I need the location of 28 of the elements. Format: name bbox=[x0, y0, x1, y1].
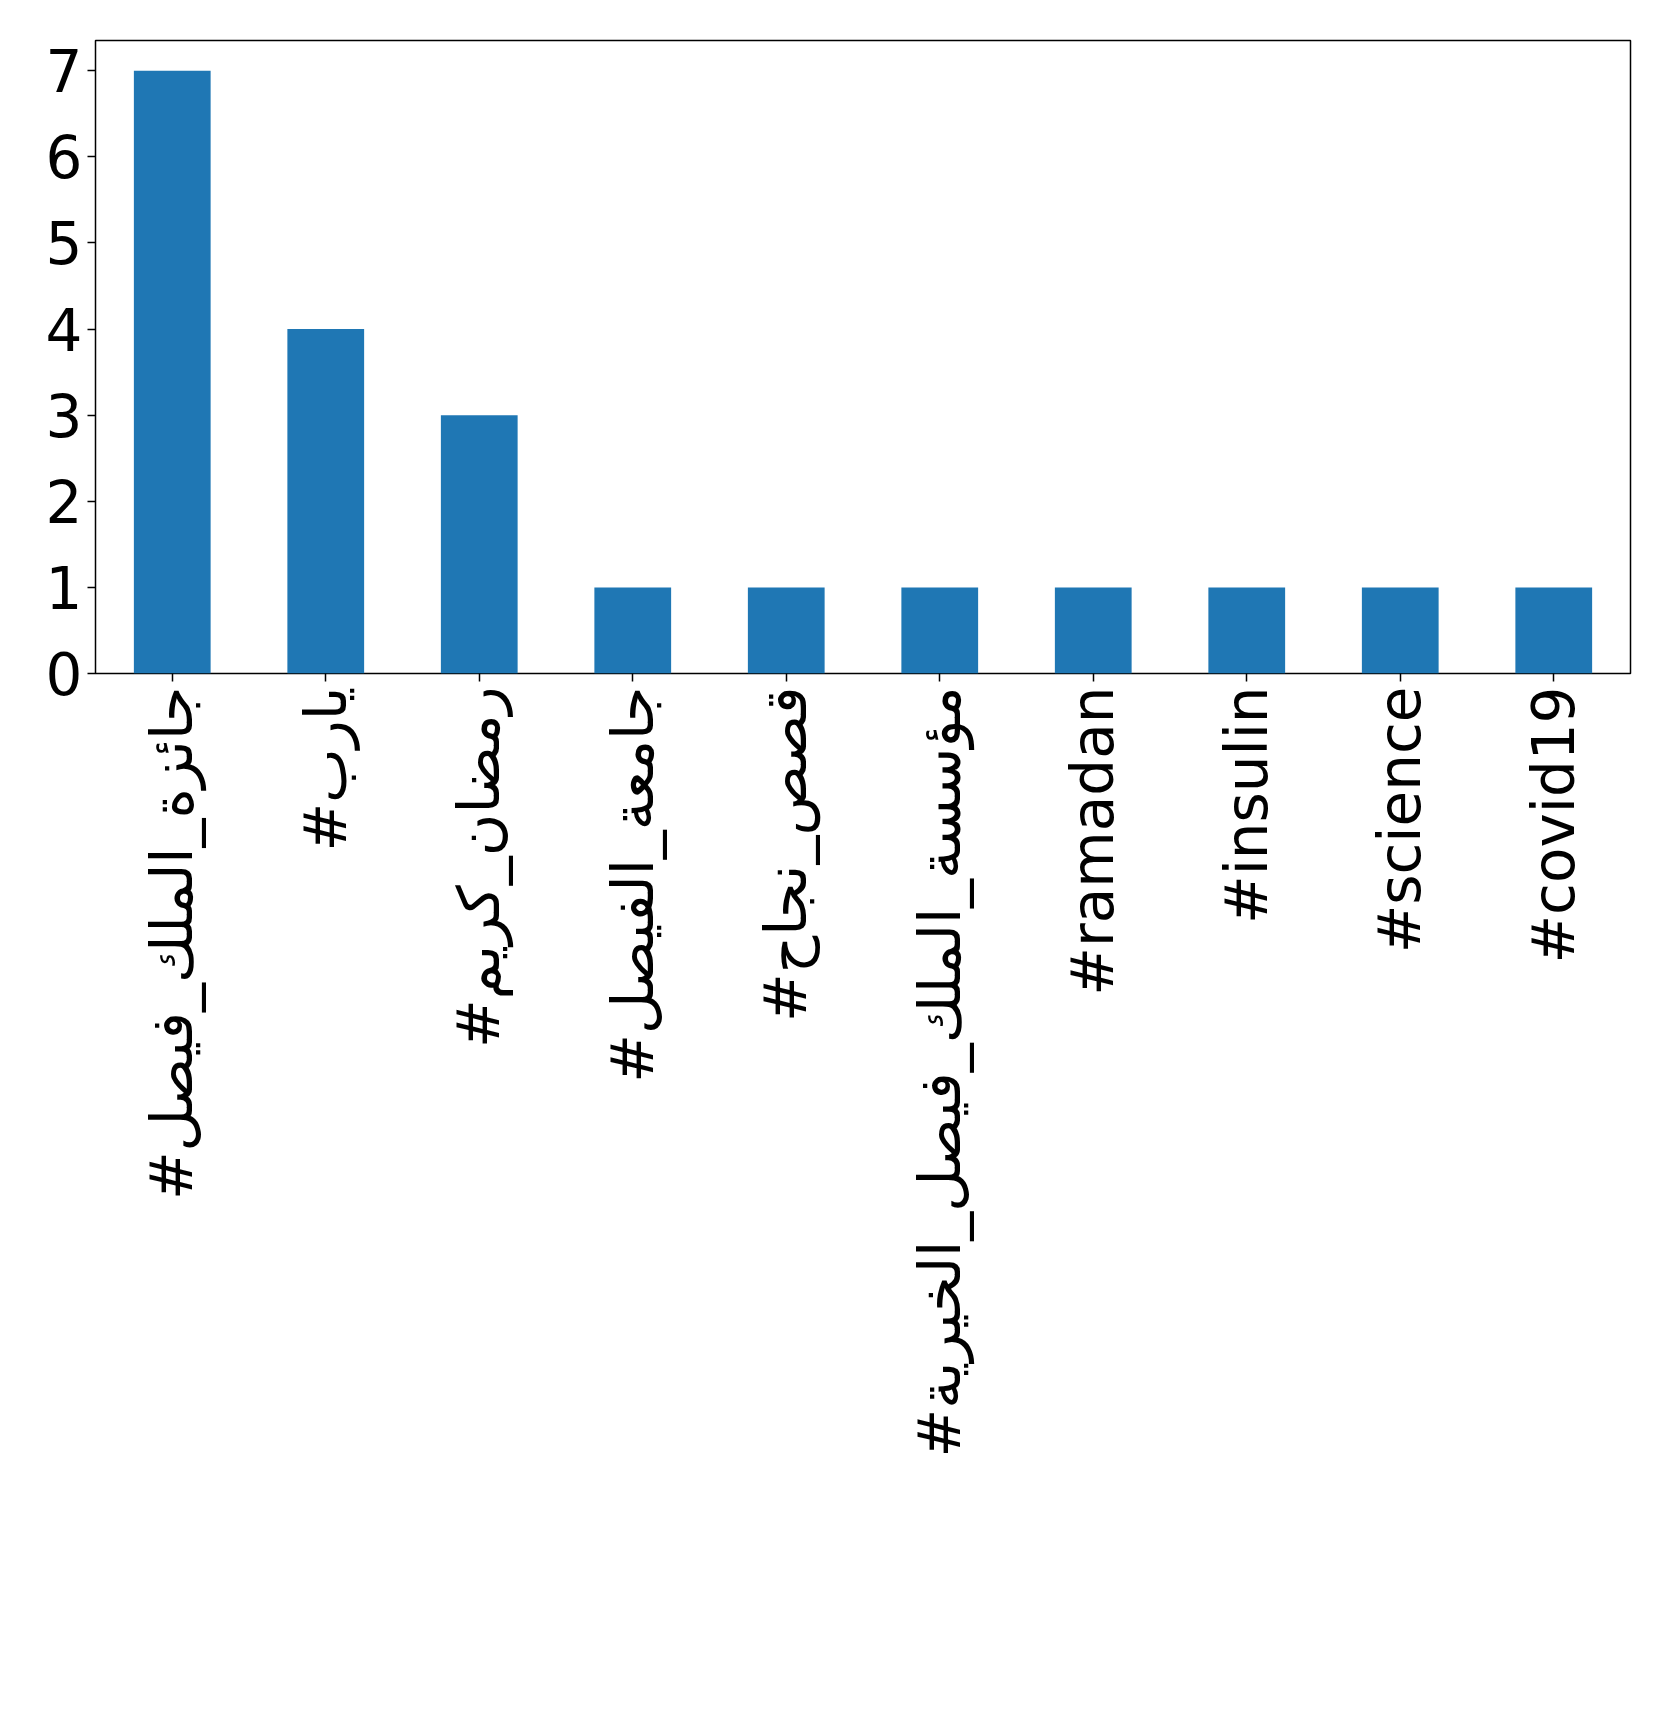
y-tick-label: 6 bbox=[45, 124, 83, 193]
x-tick-label: #science bbox=[1366, 686, 1435, 954]
x-tick-label: #مؤسسة_الملك_فيصل_الخيرية bbox=[905, 686, 975, 1458]
bar bbox=[747, 587, 825, 674]
bar bbox=[1054, 587, 1132, 674]
bar bbox=[1361, 587, 1439, 674]
y-tick-label: 0 bbox=[45, 641, 83, 709]
x-tick-label: #رمضان_كريم bbox=[445, 686, 515, 1049]
y-tick-label: 4 bbox=[45, 296, 83, 365]
y-tick-label: 7 bbox=[45, 38, 83, 107]
y-tick-label: 3 bbox=[45, 382, 83, 451]
x-tick-label: #insulin bbox=[1212, 686, 1281, 924]
x-tick-label: #قصص_نجاح bbox=[752, 686, 822, 1022]
y-tick-label: 2 bbox=[45, 468, 83, 537]
bar bbox=[287, 329, 365, 674]
x-tick-label: #يارب bbox=[291, 686, 360, 852]
bar bbox=[133, 70, 211, 674]
bar bbox=[594, 587, 672, 674]
bar bbox=[1208, 587, 1286, 674]
x-tick-label: #ramadan bbox=[1059, 686, 1128, 996]
bar bbox=[440, 415, 518, 674]
x-tick-label: #covid19 bbox=[1519, 686, 1588, 964]
y-tick-label: 5 bbox=[45, 210, 83, 279]
x-tick-label: #جامعة_الفيصل bbox=[598, 686, 667, 1083]
x-tick-label: #جائزة_الملك_فيصل bbox=[138, 686, 208, 1200]
bar bbox=[1515, 587, 1593, 674]
bar bbox=[901, 587, 979, 674]
y-tick-label: 1 bbox=[45, 554, 83, 623]
